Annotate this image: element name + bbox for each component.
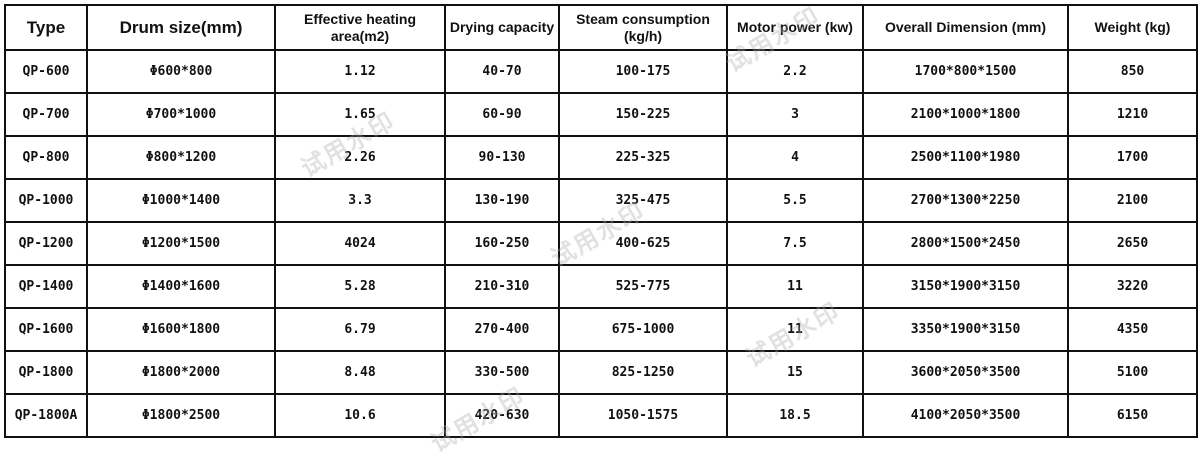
cell-steam-consumption: 150-225 [558, 92, 728, 137]
cell-motor-power: 18.5 [726, 393, 864, 438]
cell-heating-area: 5.28 [274, 264, 446, 309]
dryer-spec-table: Type Drum size(mm) Effective heating are… [4, 4, 1198, 438]
cell-steam-consumption: 525-775 [558, 264, 728, 309]
table-row: QP-700 Φ700*1000 1.65 60-90 150-225 3 2100*100… [4, 92, 1198, 137]
table-row: QP-600 Φ600*800 1.12 40-70 100-175 2.2 1700*80… [4, 49, 1198, 94]
cell-type: QP-1800 [4, 350, 88, 395]
cell-drum-size: Φ1400*1600 [86, 264, 276, 309]
cell-motor-power: 5.5 [726, 178, 864, 223]
cell-drying-capacity: 160-250 [444, 221, 560, 266]
cell-drying-capacity: 60-90 [444, 92, 560, 137]
cell-type: QP-800 [4, 135, 88, 180]
cell-steam-consumption: 825-1250 [558, 350, 728, 395]
cell-weight: 850 [1067, 49, 1198, 94]
cell-motor-power: 11 [726, 307, 864, 352]
cell-drying-capacity: 330-500 [444, 350, 560, 395]
cell-type: QP-1800A [4, 393, 88, 438]
header-steam-consumption: Steam consumption (kg/h) [558, 4, 728, 51]
cell-type: QP-1000 [4, 178, 88, 223]
header-drying-capacity: Drying capacity [444, 4, 560, 51]
cell-motor-power: 3 [726, 92, 864, 137]
cell-drum-size: Φ800*1200 [86, 135, 276, 180]
cell-overall-dimension: 3350*1900*3150 [862, 307, 1069, 352]
cell-drying-capacity: 210-310 [444, 264, 560, 309]
table-row: QP-1400 Φ1400*1600 5.28 210-310 525-775 11 315… [4, 264, 1198, 309]
cell-drum-size: Φ700*1000 [86, 92, 276, 137]
cell-overall-dimension: 2500*1100*1980 [862, 135, 1069, 180]
header-motor-power: Motor power (kw) [726, 4, 864, 51]
cell-drum-size: Φ600*800 [86, 49, 276, 94]
header-row: Type Drum size(mm) Effective heating are… [4, 4, 1198, 51]
cell-drum-size: Φ1800*2500 [86, 393, 276, 438]
cell-steam-consumption: 325-475 [558, 178, 728, 223]
cell-overall-dimension: 3600*2050*3500 [862, 350, 1069, 395]
cell-weight: 3220 [1067, 264, 1198, 309]
cell-overall-dimension: 2700*1300*2250 [862, 178, 1069, 223]
header-type: Type [4, 4, 88, 51]
cell-drying-capacity: 40-70 [444, 49, 560, 94]
table-row: QP-800 Φ800*1200 2.26 90-130 225-325 4 2500*11… [4, 135, 1198, 180]
cell-steam-consumption: 675-1000 [558, 307, 728, 352]
cell-steam-consumption: 400-625 [558, 221, 728, 266]
cell-motor-power: 2.2 [726, 49, 864, 94]
cell-drum-size: Φ1200*1500 [86, 221, 276, 266]
cell-overall-dimension: 4100*2050*3500 [862, 393, 1069, 438]
cell-overall-dimension: 1700*800*1500 [862, 49, 1069, 94]
header-heating-area: Effective heating area(m2) [274, 4, 446, 51]
cell-overall-dimension: 3150*1900*3150 [862, 264, 1069, 309]
table-row: QP-1600 Φ1600*1800 6.79 270-400 675-1000 11 33… [4, 307, 1198, 352]
cell-heating-area: 10.6 [274, 393, 446, 438]
cell-weight: 4350 [1067, 307, 1198, 352]
cell-type: QP-1600 [4, 307, 88, 352]
cell-weight: 1700 [1067, 135, 1198, 180]
table-row: QP-1200 Φ1200*1500 4024 160-250 400-625 7.5 28… [4, 221, 1198, 266]
cell-motor-power: 15 [726, 350, 864, 395]
cell-drum-size: Φ1000*1400 [86, 178, 276, 223]
cell-drum-size: Φ1600*1800 [86, 307, 276, 352]
cell-overall-dimension: 2800*1500*2450 [862, 221, 1069, 266]
cell-heating-area: 1.65 [274, 92, 446, 137]
cell-drying-capacity: 90-130 [444, 135, 560, 180]
cell-motor-power: 4 [726, 135, 864, 180]
cell-heating-area: 8.48 [274, 350, 446, 395]
cell-overall-dimension: 2100*1000*1800 [862, 92, 1069, 137]
cell-heating-area: 3.3 [274, 178, 446, 223]
cell-motor-power: 7.5 [726, 221, 864, 266]
cell-drying-capacity: 130-190 [444, 178, 560, 223]
cell-steam-consumption: 225-325 [558, 135, 728, 180]
cell-weight: 5100 [1067, 350, 1198, 395]
header-weight: Weight (kg) [1067, 4, 1198, 51]
cell-heating-area: 2.26 [274, 135, 446, 180]
cell-drying-capacity: 270-400 [444, 307, 560, 352]
header-overall-dimension: Overall Dimension (mm) [862, 4, 1069, 51]
cell-weight: 1210 [1067, 92, 1198, 137]
cell-type: QP-1200 [4, 221, 88, 266]
table-row: QP-1800A Φ1800*2500 10.6 420-630 1050-1575 18… [4, 393, 1198, 438]
cell-steam-consumption: 1050-1575 [558, 393, 728, 438]
cell-weight: 2100 [1067, 178, 1198, 223]
spec-table-container: Type Drum size(mm) Effective heating are… [4, 4, 1198, 438]
cell-heating-area: 4024 [274, 221, 446, 266]
cell-type: QP-1400 [4, 264, 88, 309]
cell-motor-power: 11 [726, 264, 864, 309]
cell-heating-area: 1.12 [274, 49, 446, 94]
cell-type: QP-600 [4, 49, 88, 94]
table-body: QP-600 Φ600*800 1.12 40-70 100-175 2.2 1700*80… [4, 49, 1198, 438]
cell-type: QP-700 [4, 92, 88, 137]
table-row: QP-1800 Φ1800*2000 8.48 330-500 825-1250 15 36… [4, 350, 1198, 395]
cell-drying-capacity: 420-630 [444, 393, 560, 438]
cell-weight: 6150 [1067, 393, 1198, 438]
header-drum-size: Drum size(mm) [86, 4, 276, 51]
cell-steam-consumption: 100-175 [558, 49, 728, 94]
table-row: QP-1000 Φ1000*1400 3.3 130-190 325-475 5.5 270… [4, 178, 1198, 223]
cell-drum-size: Φ1800*2000 [86, 350, 276, 395]
cell-weight: 2650 [1067, 221, 1198, 266]
cell-heating-area: 6.79 [274, 307, 446, 352]
